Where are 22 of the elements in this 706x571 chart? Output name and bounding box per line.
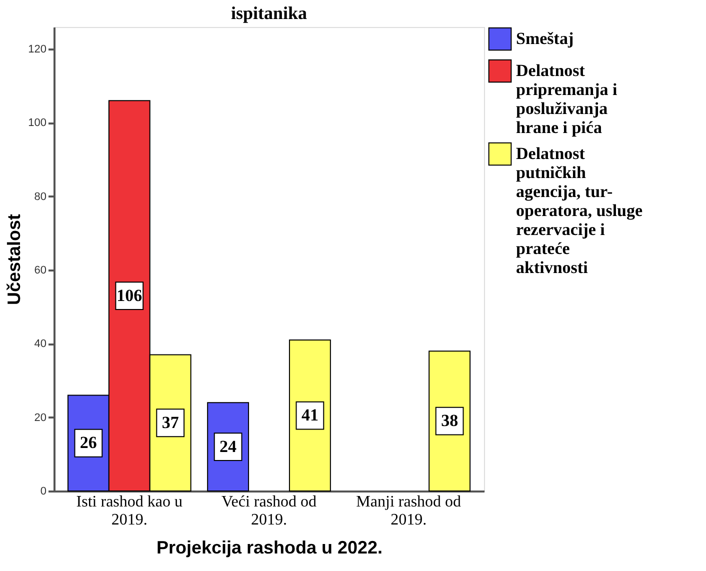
data-label: 106 [116, 286, 142, 305]
y-tick-label: 20 [34, 412, 46, 424]
x-tick-label: Isti rashod kao u 2019. [76, 494, 182, 528]
data-label: 26 [80, 433, 97, 452]
y-tick-label: 0 [40, 486, 46, 498]
y-tick-label: 100 [28, 117, 46, 130]
y-tick-label: 120 [28, 44, 46, 56]
legend-label: Smeštaj [516, 29, 574, 48]
y-tick-label: 40 [34, 338, 46, 350]
legend-label: Delatnost pripremanja i posluživanja hrane i pića [516, 61, 618, 137]
y-axis-title: Učestalost [4, 214, 24, 306]
y-tick-label: 80 [34, 190, 46, 203]
data-label: 37 [162, 412, 180, 432]
data-label: 41 [301, 406, 318, 425]
y-tick-label: 60 [34, 264, 46, 277]
x-tick-label: Veći rashod od 2019. [221, 494, 317, 528]
x-tick-label: Manji rashod od 2019. [356, 494, 462, 528]
chart-title: ispitanika [230, 3, 308, 23]
data-label: 38 [441, 411, 458, 430]
legend-label: Delatnost putničkih agencija, tur-operatora, usluge rezervacije i prateće aktivnosti [516, 144, 643, 277]
data-label: 24 [220, 436, 238, 456]
x-axis-title: Projekcija rashoda u 2022. [156, 538, 383, 558]
